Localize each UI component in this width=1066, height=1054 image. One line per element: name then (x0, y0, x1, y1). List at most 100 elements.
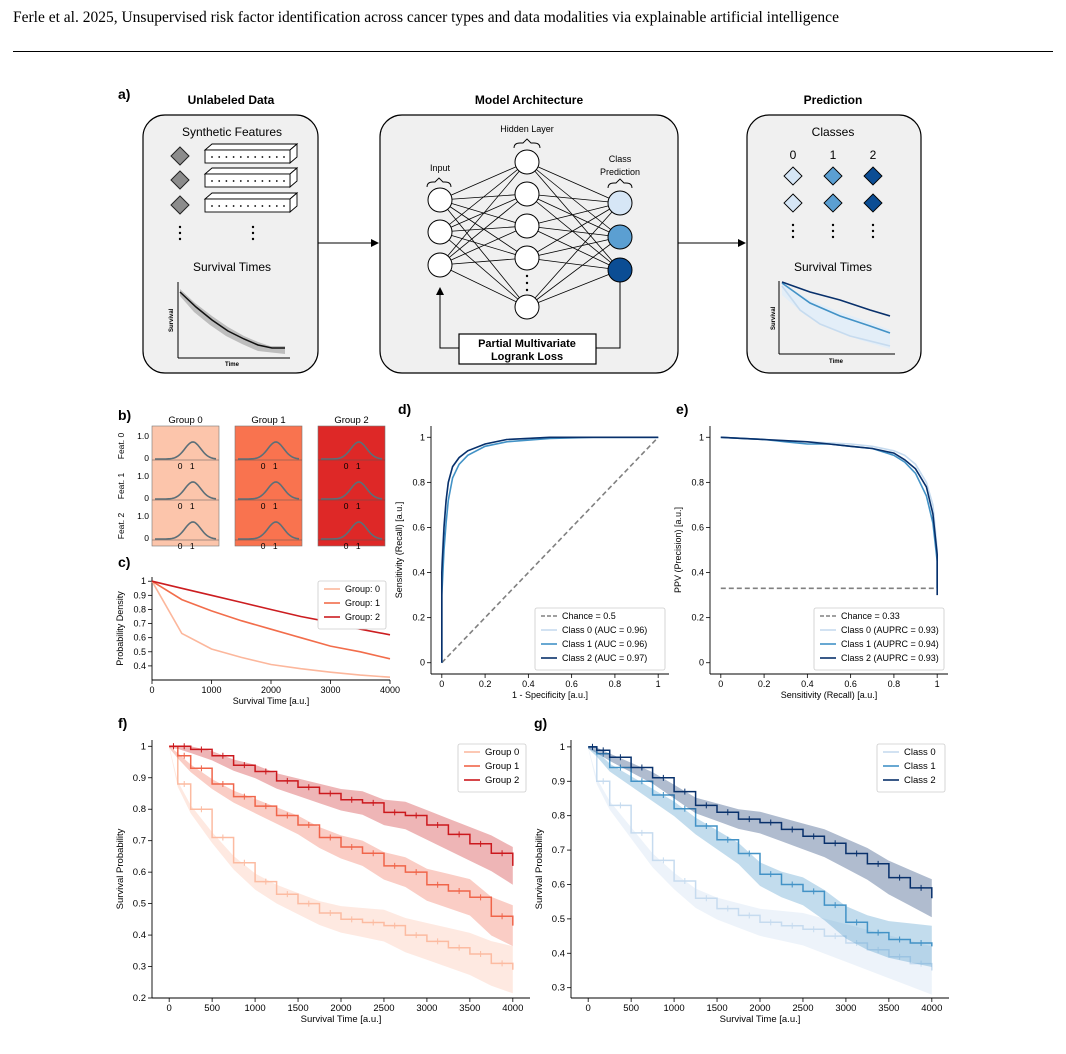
x-tick-label: 3500 (878, 1003, 899, 1014)
feature-dot (211, 180, 213, 182)
x-axis-label: Survival Time [a.u.] (301, 1014, 382, 1025)
density-curve (155, 521, 217, 540)
feature-dot (254, 156, 257, 158)
feature-dot (225, 180, 228, 182)
censor-mark (767, 919, 774, 926)
y-tick-label: 1 (141, 576, 146, 586)
y-tick-label: 0.4 (412, 568, 425, 578)
x-tick-label: 1 (935, 679, 940, 689)
neural-network (427, 149, 633, 320)
hidden-node (514, 149, 540, 175)
censor-mark (918, 939, 925, 946)
group-column (151, 425, 220, 547)
panel-label-a: a) (118, 86, 130, 102)
x-tick-label: 0.8 (609, 679, 622, 689)
legend-label: Group: 1 (345, 598, 380, 608)
censor-mark (724, 836, 731, 843)
x-axis-label: Survival Time [a.u.] (720, 1014, 801, 1025)
feature-dot (254, 205, 257, 207)
panel-label-d: d) (398, 401, 411, 417)
xtick: 0 (344, 461, 349, 471)
censor-mark (746, 912, 753, 919)
y-tick-label: 1 (560, 742, 565, 753)
censor-mark (434, 938, 441, 945)
censor-mark (767, 819, 774, 826)
page-header: Ferle et al. 2025, Unsupervised risk fac… (13, 8, 1053, 28)
y-tick-label: 0.4 (133, 930, 146, 941)
x-tick-label: 4000 (921, 1003, 942, 1014)
survival-curve (169, 745, 514, 926)
x-axis-label: Survival Time [a.u.] (233, 696, 310, 706)
group-title: Group 0 (168, 415, 202, 426)
x-tick-label: 2500 (792, 1003, 813, 1014)
y-tick-label: 1 (141, 741, 146, 752)
edge (439, 161, 528, 233)
censor-mark (660, 774, 667, 781)
ytick: 0 (144, 493, 149, 503)
loss-feedback-arrow (440, 282, 621, 349)
censor-mark (181, 781, 188, 788)
hidden-node (514, 181, 540, 207)
mini-ylabel-left: Survival (169, 308, 175, 332)
censor-mark (896, 936, 903, 943)
legend-label: Class 0 (904, 747, 936, 758)
x-tick-label: 4000 (380, 685, 400, 695)
censor-mark (413, 812, 420, 819)
censor-mark (875, 946, 882, 953)
censor-mark (219, 834, 226, 841)
x-tick-label: 3000 (835, 1003, 856, 1014)
features-label: Synthetic Features (182, 125, 282, 139)
censor-mark (477, 840, 484, 847)
censor-mark (391, 862, 398, 869)
feature-bar-top (203, 192, 299, 200)
feature-dot (254, 180, 257, 182)
feature-dot (261, 205, 264, 207)
edge (439, 264, 528, 308)
y-tick-label: 0.2 (691, 613, 704, 623)
censor-mark (875, 929, 882, 936)
unlabeled-heading: Unlabeled Data (188, 93, 275, 107)
xtick: 1 (273, 461, 278, 471)
legend-label: Group: 0 (345, 584, 380, 594)
input-node (427, 187, 453, 213)
edge (526, 202, 621, 308)
feature-dot (283, 180, 285, 182)
x-tick-label: 0.4 (801, 679, 814, 689)
xtick: 1 (356, 541, 361, 551)
y-tick-label: 0.9 (552, 776, 565, 787)
ellipsis-dot (525, 281, 529, 285)
censor-mark (434, 821, 441, 828)
class-id-1: 1 (830, 148, 837, 162)
ellipsis-dot (251, 225, 255, 229)
censor-mark (198, 746, 205, 753)
class-diamond (823, 193, 843, 213)
x-tick-label: 1000 (245, 1003, 266, 1014)
censor-mark (681, 878, 688, 885)
feature-label: Feat. 1 (116, 473, 126, 500)
y-axis-label: Survival Probability (115, 828, 126, 909)
class-diamond (783, 193, 803, 213)
xtick: 0 (261, 541, 266, 551)
x-tick-label: 4000 (502, 1003, 523, 1014)
censor-mark (305, 784, 312, 791)
series-line (720, 436, 938, 596)
ellipsis-dot (871, 229, 875, 233)
x-tick-label: 500 (623, 1003, 639, 1014)
ellipsis-dot (791, 235, 795, 239)
ellipsis-dot (178, 225, 182, 229)
legend-label: Class 0 (AUC = 0.96) (562, 625, 647, 635)
edge (526, 269, 621, 308)
y-tick-label: 0.7 (133, 619, 146, 629)
x-tick-label: 3000 (320, 685, 340, 695)
y-tick-label: 0.7 (133, 836, 146, 847)
censor-mark (499, 850, 506, 857)
censor-mark (327, 790, 334, 797)
edge (526, 161, 621, 238)
edge (526, 236, 621, 259)
ytick: 0 (144, 533, 149, 543)
panel-label-c: c) (118, 554, 130, 570)
y-tick-label: 0 (699, 658, 704, 668)
censor-mark (810, 833, 817, 840)
